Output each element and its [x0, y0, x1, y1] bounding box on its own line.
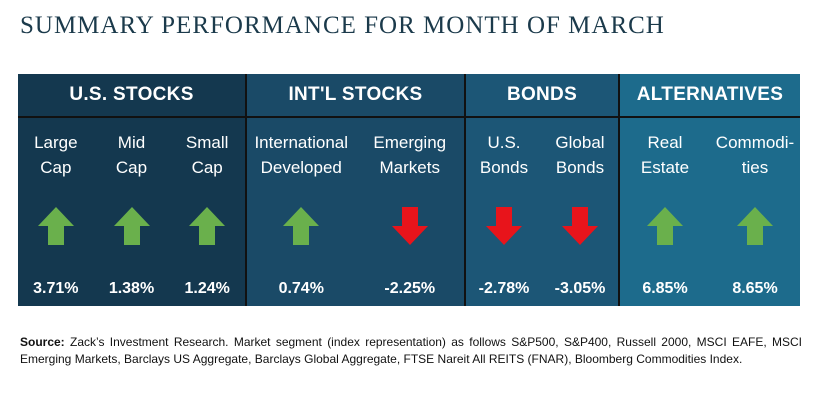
- segment-label: International Developed: [254, 133, 349, 177]
- group-header: INT'L STOCKS: [247, 74, 464, 118]
- segment-value: 0.74%: [278, 280, 324, 297]
- source-label: Source:: [20, 335, 65, 349]
- segment-value: 1.24%: [184, 280, 230, 297]
- up-arrow-icon: [737, 207, 773, 245]
- segment-label: Small Cap: [185, 133, 229, 177]
- down-arrow-icon: [486, 207, 522, 245]
- down-arrow-icon: [391, 207, 428, 245]
- segment-value: 1.38%: [108, 280, 155, 297]
- segment-emerging-markets: Emerging Markets -2.25%: [356, 118, 465, 306]
- group-alternatives: ALTERNATIVES Real Estate 6.85% Commodi-ti…: [620, 74, 800, 306]
- group-bonds: BONDS U.S. Bonds -2.78% Global Bonds -3.05…: [466, 74, 620, 306]
- segment-value: 3.71%: [33, 280, 79, 297]
- source-note: Source: Zack’s Investment Research. Mark…: [20, 334, 802, 368]
- segment-value: -2.25%: [384, 280, 436, 297]
- up-arrow-icon: [113, 207, 150, 245]
- segment-value: 8.65%: [732, 280, 778, 297]
- group-us-stocks: U.S. STOCKS Large Cap 3.71% Mid Cap 1.38% …: [18, 74, 247, 306]
- segment-value: 6.85%: [642, 280, 688, 297]
- segment-label: Mid Cap: [115, 133, 148, 177]
- segment-label: Emerging Markets: [373, 133, 447, 177]
- segment-label: Commodi-ties: [715, 133, 795, 177]
- source-text: Zack’s Investment Research. Market segme…: [20, 335, 802, 366]
- performance-table: U.S. STOCKS Large Cap 3.71% Mid Cap 1.38% …: [18, 74, 800, 306]
- segment-label: Global Bonds: [555, 133, 605, 177]
- group-intl-stocks: INT'L STOCKS International Developed 0.74…: [247, 74, 466, 306]
- segment-us-bonds: U.S. Bonds -2.78%: [466, 118, 542, 306]
- segment-global-bonds: Global Bonds -3.05%: [542, 118, 618, 306]
- segment-label: Large Cap: [34, 133, 78, 177]
- group-header: BONDS: [466, 74, 618, 118]
- up-arrow-icon: [37, 207, 74, 245]
- segment-international-developed: International Developed 0.74%: [247, 118, 356, 306]
- segment-commodities: Commodi-ties 8.65%: [710, 118, 800, 306]
- segment-large-cap: Large Cap 3.71%: [18, 118, 94, 306]
- segment-label: Real Estate: [640, 133, 690, 177]
- up-arrow-icon: [189, 207, 226, 245]
- segment-label: U.S. Bonds: [479, 133, 529, 177]
- group-header: ALTERNATIVES: [620, 74, 800, 118]
- up-arrow-icon: [647, 207, 683, 245]
- down-arrow-icon: [562, 207, 598, 245]
- group-header: U.S. STOCKS: [18, 74, 245, 118]
- segment-value: -2.78%: [478, 280, 530, 297]
- up-arrow-icon: [283, 207, 320, 245]
- segment-value: -3.05%: [554, 280, 606, 297]
- segment-real-estate: Real Estate 6.85%: [620, 118, 710, 306]
- page-title: SUMMARY PERFORMANCE FOR MONTH OF MARCH: [20, 12, 665, 39]
- segment-mid-cap: Mid Cap 1.38%: [94, 118, 170, 306]
- segment-small-cap: Small Cap 1.24%: [169, 118, 245, 306]
